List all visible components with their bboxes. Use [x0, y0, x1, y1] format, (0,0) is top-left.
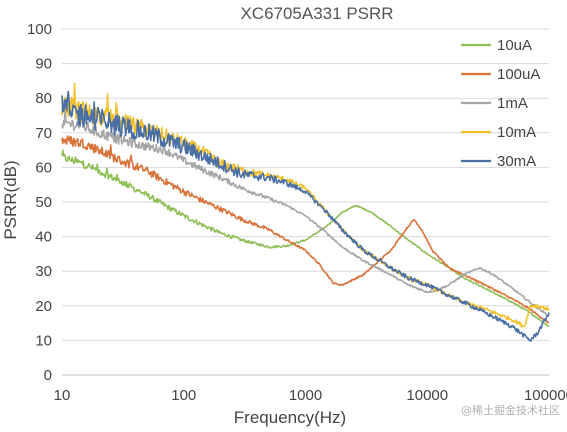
- series-line-1mA: [61, 106, 550, 317]
- legend-label-10mA: 10mA: [497, 124, 536, 141]
- y-tick-label: 50: [35, 194, 52, 211]
- y-tick-label: 30: [35, 263, 52, 280]
- series-line-100uA: [61, 135, 550, 324]
- x-tick-label: 100000: [524, 387, 567, 404]
- watermark: @稀土掘金技术社区: [461, 403, 560, 417]
- y-tick-labels: 0 10 20 30 40 50 60 70 80 90 100: [27, 21, 52, 384]
- chart-title: XC6705A331 PSRR: [240, 4, 393, 23]
- x-tick-label: 10: [54, 387, 71, 404]
- x-tick-label: 100: [171, 387, 196, 404]
- series-line-10mA: [61, 82, 550, 328]
- legend: 10uA 100uA 1mA 10mA 30mA: [461, 37, 540, 170]
- y-tick-label: 40: [35, 229, 52, 246]
- y-tick-label: 90: [35, 56, 52, 73]
- x-tick-labels: 10 100 1000 10000 100000: [54, 387, 567, 404]
- y-tick-label: 60: [35, 159, 52, 176]
- y-tick-label: 100: [27, 21, 52, 38]
- series-lines: [61, 82, 550, 342]
- series-line-30mA: [61, 90, 550, 342]
- legend-label-1mA: 1mA: [497, 95, 528, 112]
- y-tick-label: 20: [35, 298, 52, 315]
- y-tick-label: 80: [35, 90, 52, 107]
- legend-label-10uA: 10uA: [497, 37, 532, 54]
- y-tick-label: 70: [35, 125, 52, 142]
- x-axis-label: Frequency(Hz): [234, 408, 346, 427]
- legend-label-100uA: 100uA: [497, 66, 540, 83]
- y-tick-label: 0: [44, 367, 52, 384]
- y-axis-label: PSRR(dB): [1, 160, 20, 239]
- y-tick-label: 10: [35, 332, 52, 349]
- legend-label-30mA: 30mA: [497, 153, 536, 170]
- series-line-10uA: [61, 149, 550, 328]
- gridlines: [62, 28, 549, 341]
- x-tick-label: 10000: [406, 387, 448, 404]
- x-tick-label: 1000: [289, 387, 322, 404]
